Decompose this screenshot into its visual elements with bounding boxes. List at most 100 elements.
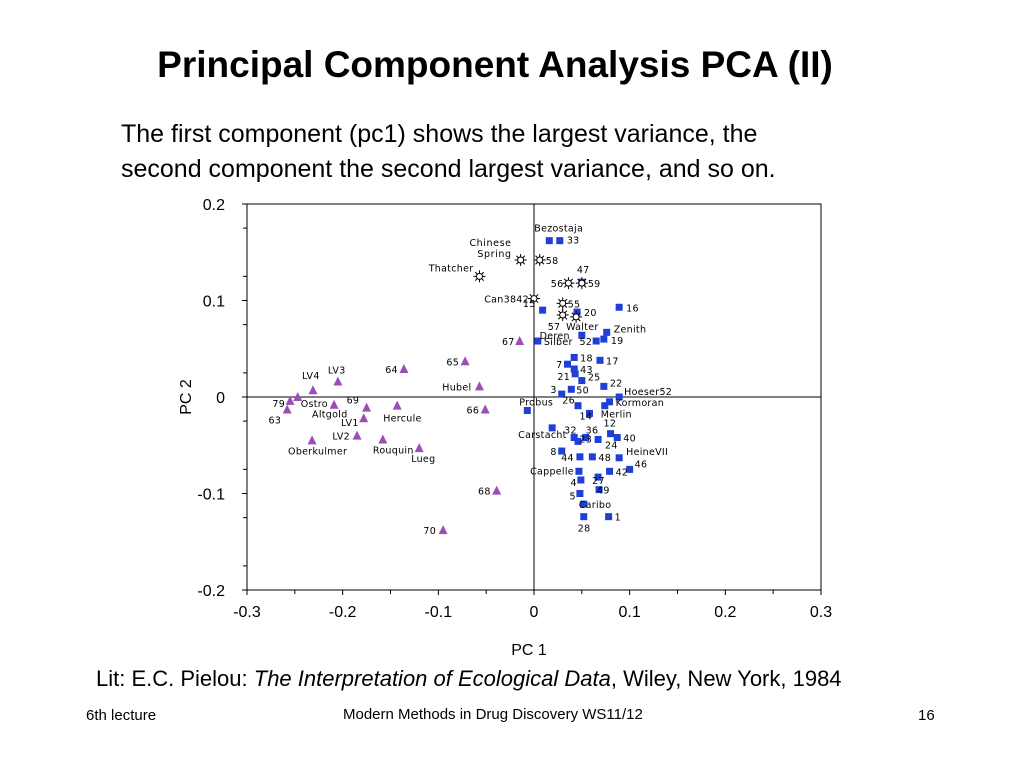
star-ray (577, 312, 581, 316)
footer-page-number: 16 (918, 707, 935, 724)
point-label: 22 (610, 378, 623, 389)
point-label: Probus (519, 398, 553, 409)
square-marker (578, 331, 586, 339)
point-label: Carstacht (518, 430, 567, 441)
star-core (475, 272, 483, 280)
point-label: 33 (567, 236, 580, 247)
triangle-marker (492, 485, 502, 495)
triangle-marker (333, 376, 343, 386)
point-label: Deren (540, 331, 570, 342)
point-label: 3 (550, 385, 556, 396)
square-marker (558, 390, 566, 398)
star-marker (562, 277, 575, 290)
point-label: Hubel (442, 382, 471, 393)
square-marker (603, 328, 611, 336)
square-marker (558, 447, 566, 455)
triangle-marker (282, 404, 292, 414)
triangle-marker (307, 435, 317, 445)
square-marker (575, 467, 583, 475)
point-label: 50 (576, 385, 589, 396)
square-marker (600, 335, 608, 343)
square-marker (556, 237, 564, 245)
star-ray (583, 284, 587, 288)
square-marker (600, 382, 608, 390)
point-label: Merlin (601, 410, 632, 421)
point-label: 47 (577, 265, 590, 276)
star-core (559, 299, 567, 307)
square-marker (576, 453, 584, 461)
footer-lecture: 6th lecture (86, 707, 157, 724)
body-text-line-1: The first component (pc1) shows the larg… (121, 120, 758, 148)
star-ray (516, 261, 519, 265)
literature-reference: Lit: E.C. Pielou: The Interpretation of … (96, 666, 842, 692)
x-tick-label: -0.2 (329, 604, 357, 621)
star-ray (558, 298, 561, 302)
point-label: Hoeser52 (624, 387, 672, 398)
point-label: 56 (551, 279, 564, 290)
axes-layer: -0.3 -0.2 -0.1 0 0.1 0.2 0.3 0.2 0.1 0 -0.1 -0.2 PC … (178, 197, 832, 659)
triangle-marker (414, 443, 424, 453)
square-marker (582, 434, 590, 442)
point-label: Hercule (383, 414, 422, 425)
triangle-marker (460, 356, 470, 366)
star-ray (577, 318, 581, 322)
x-tick-label: -0.1 (425, 604, 453, 621)
point-label: 66 (467, 406, 480, 417)
point-label: Ostro (301, 399, 328, 410)
star-marker (575, 277, 588, 290)
point-label: Caribo (579, 500, 612, 511)
square-marker (545, 237, 553, 245)
y-tick-label: -0.2 (197, 583, 225, 600)
star-ray (541, 261, 545, 265)
square-marker (574, 402, 582, 410)
point-label: 63 (268, 416, 281, 427)
point-label: 7 (556, 360, 562, 371)
triangle-marker (474, 381, 484, 391)
triangle-marker (399, 364, 409, 374)
point-label: Thatcher (428, 263, 474, 274)
star-ray (541, 255, 545, 259)
square-marker (607, 430, 615, 438)
point-label: 49 (597, 486, 610, 497)
point-label: 48 (598, 453, 611, 464)
point-label: 58 (546, 256, 559, 267)
square-marker (548, 424, 556, 432)
star-marker (473, 270, 486, 283)
star-ray (558, 316, 561, 320)
point-label: Walter (566, 322, 599, 333)
point-label: Can3842 (484, 295, 529, 306)
point-label: 5 (570, 492, 576, 503)
x-tick-label: 0 (530, 604, 539, 621)
square-marker (605, 513, 613, 521)
lit-book-title: The Interpretation of Ecological Data (253, 666, 611, 691)
footer-course: Modern Methods in Drug Discovery WS11/12 (343, 706, 643, 723)
triangle-marker (438, 525, 448, 535)
square-marker (570, 353, 578, 361)
point-label: 25 (588, 373, 601, 384)
square-marker (588, 453, 596, 461)
square-marker (615, 393, 623, 401)
point-label: 14 (579, 411, 592, 422)
point-label: 15 (523, 299, 536, 310)
point-label-line: Chinese (469, 238, 511, 249)
star-marker (556, 297, 569, 310)
point-label: 19 (611, 336, 624, 347)
point-label: 44 (561, 453, 574, 464)
point-label: 79 (272, 399, 285, 410)
square-marker (570, 434, 578, 442)
point-label: 42 (616, 467, 629, 478)
point-label: 17 (606, 356, 619, 367)
point-label: 36 (586, 426, 599, 437)
point-label: 67 (502, 337, 515, 348)
star-core (578, 279, 586, 287)
point-label: Silber (544, 337, 573, 348)
square-marker (578, 377, 586, 385)
square-marker (534, 337, 542, 345)
square-marker (601, 402, 609, 410)
x-tick-label: -0.3 (233, 604, 261, 621)
point-label: 43 (580, 365, 593, 376)
square-marker (539, 306, 547, 314)
point-label: 52 (579, 337, 592, 348)
star-core (564, 279, 572, 287)
